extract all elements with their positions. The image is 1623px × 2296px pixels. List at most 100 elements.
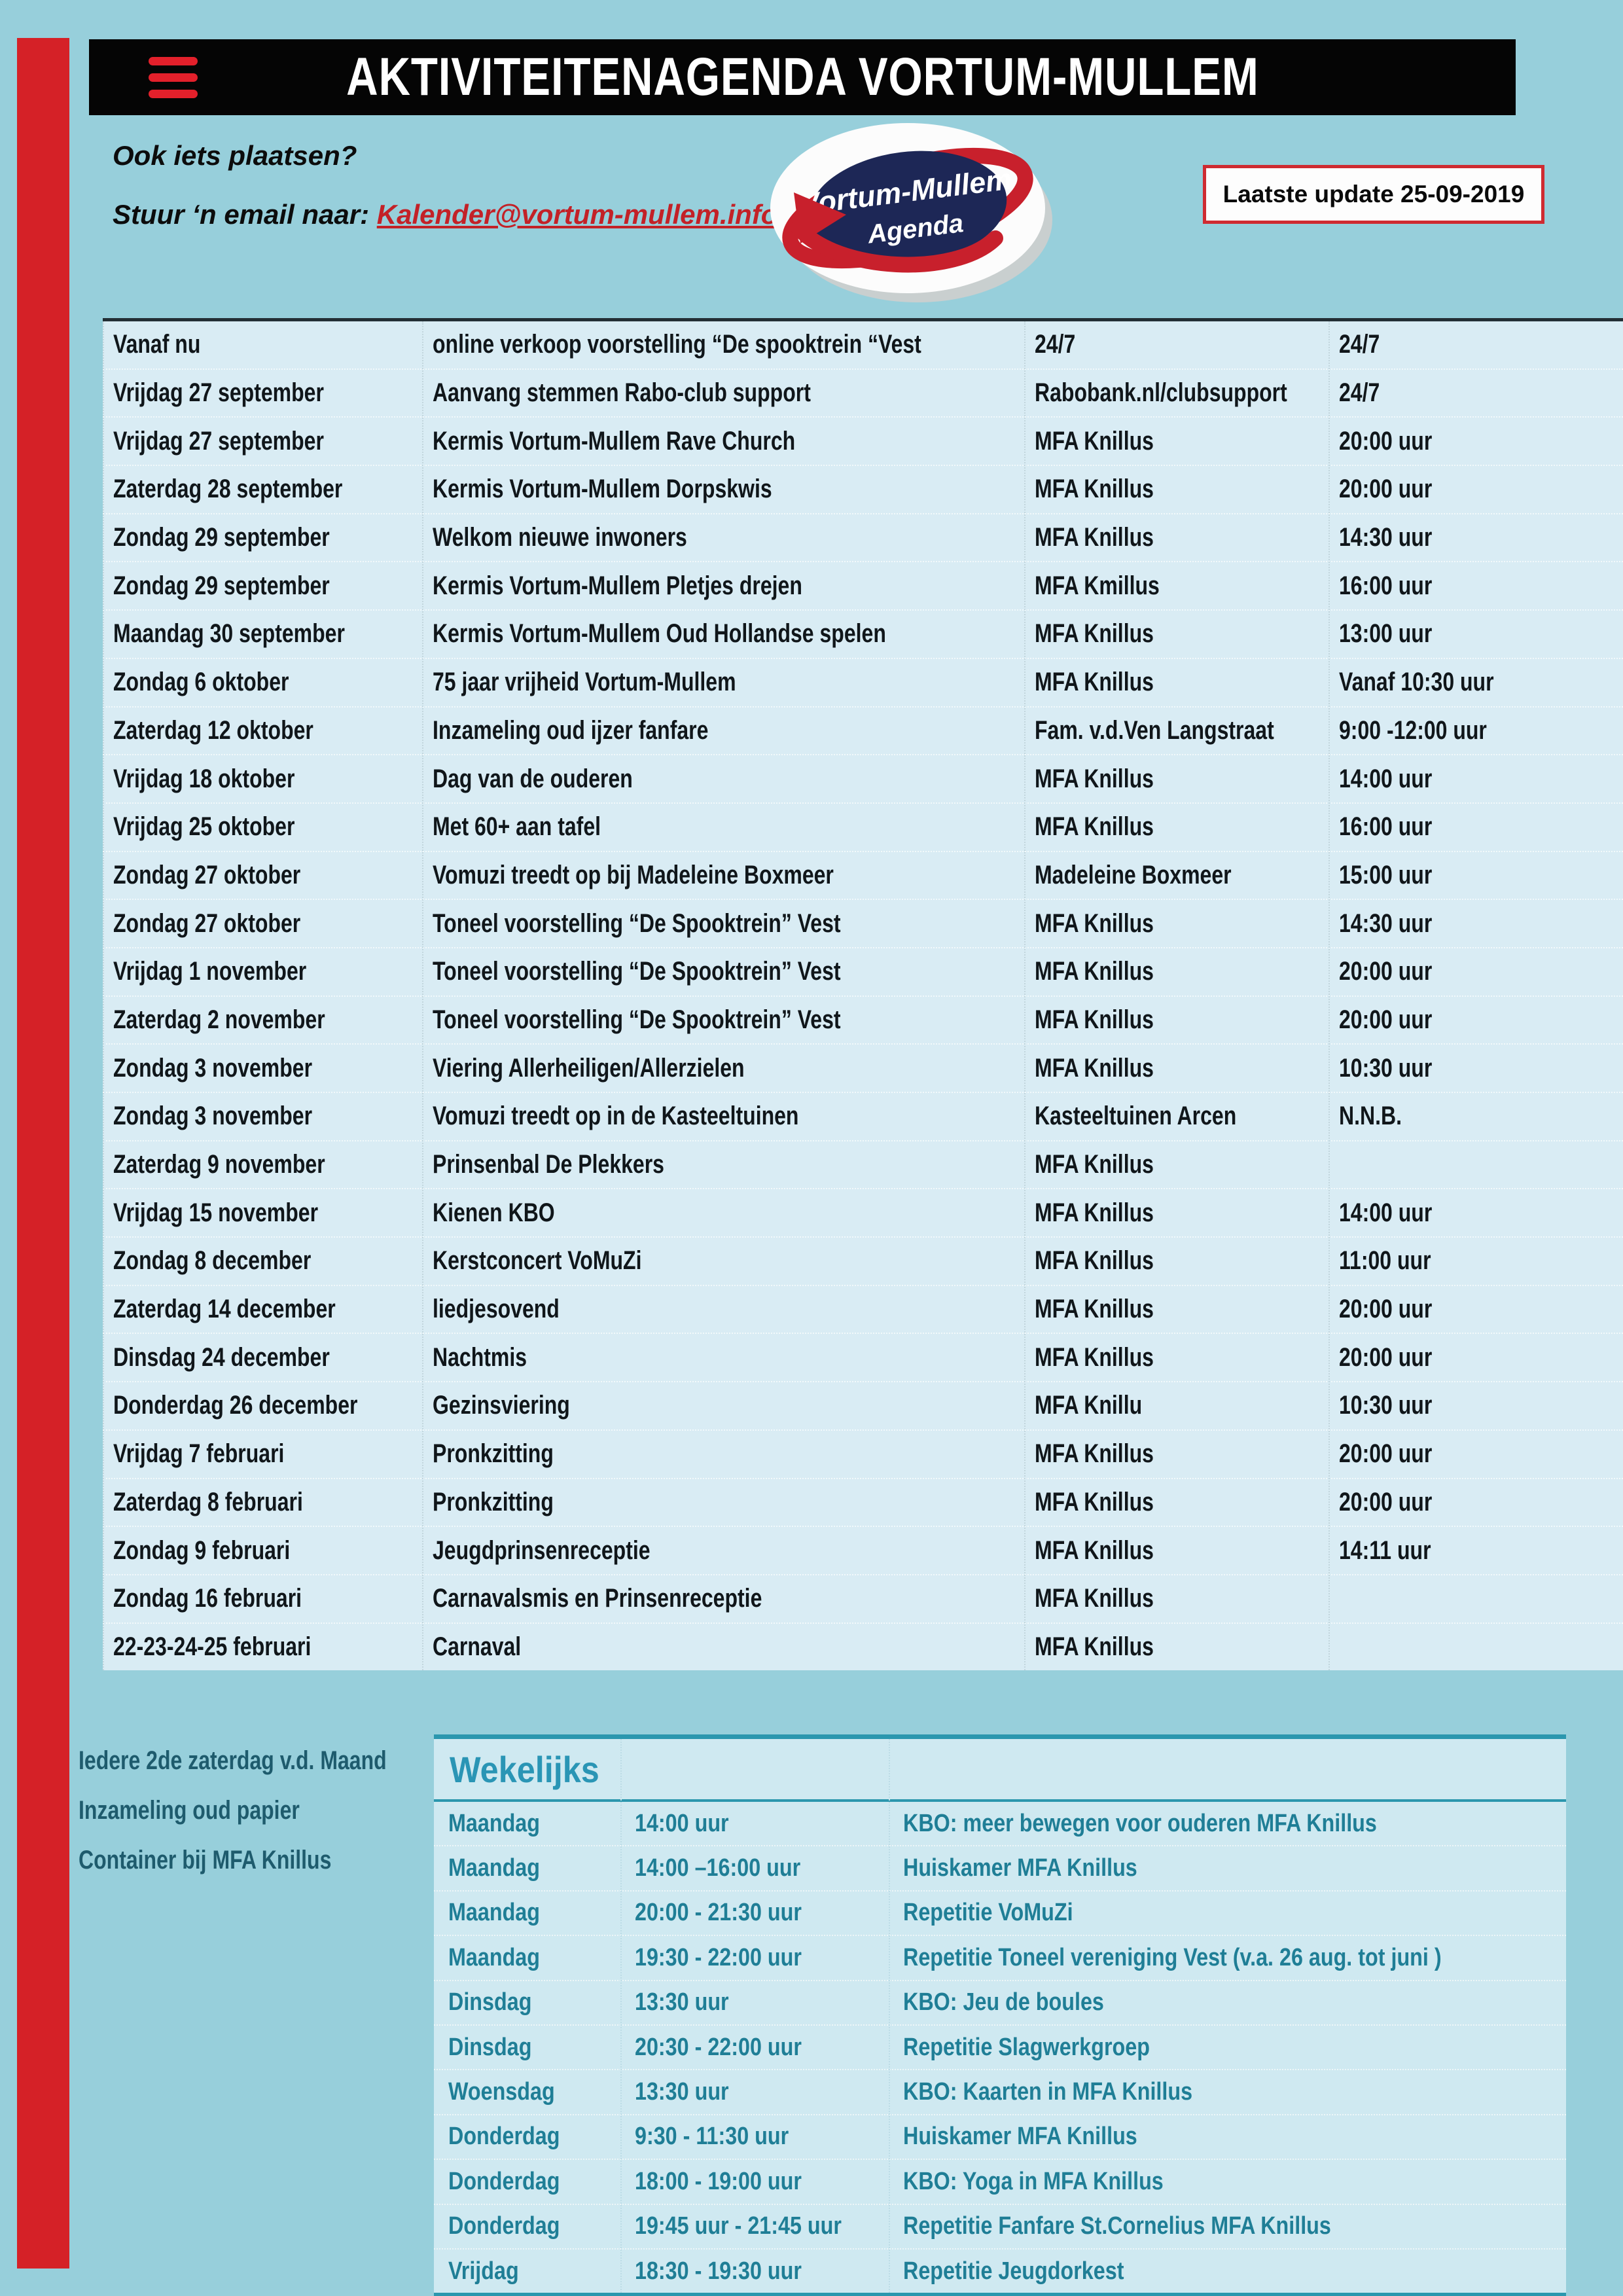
agenda-cell-location: MFA Knillus (1024, 1624, 1329, 1671)
weekly-activity: Repetitie Slagwerkgroep (903, 2033, 1150, 2061)
agenda-time: 20:00 uur (1339, 1342, 1433, 1372)
weekly-header: Wekelijks (434, 1739, 1566, 1799)
weekly-cell-activity: Repetitie Slagwerkgroep (889, 2026, 1566, 2069)
table-row: Zondag 3 november Vomuzi treedt op in de … (103, 1093, 1623, 1141)
agenda-cell-location: Rabobank.nl/clubsupport (1024, 370, 1329, 417)
table-row: Zaterdag 28 september Kermis Vortum-Mulle… (103, 466, 1623, 514)
table-row: Vanaf nu online verkoop voorstelling “De … (103, 321, 1623, 370)
agenda-event: Welkom nieuwe inwoners (433, 523, 687, 552)
agenda-cell-date: Zaterdag 28 september (103, 466, 422, 513)
table-row: Vrijdag 25 oktober Met 60+ aan tafel MFA K… (103, 804, 1623, 852)
email-link[interactable]: Kalender@vortum-mullem.info (376, 199, 778, 230)
weekly-row: Donderdag 19:45 uur - 21:45 uur Repetitie … (434, 2205, 1566, 2250)
agenda-date: Vrijdag 15 november (113, 1198, 319, 1227)
weekly-time: 14:00 –16:00 uur (635, 1854, 801, 1882)
agenda-cell-time (1329, 1141, 1623, 1189)
weekly-day: Donderdag (448, 2123, 560, 2151)
agenda-cell-time: 14:00 uur (1329, 755, 1623, 802)
page-title: AKTIVITEITENAGENDA VORTUM-MULLEM (346, 47, 1259, 107)
agenda-cell-date: Zondag 9 februari (103, 1527, 422, 1574)
table-row: Vrijdag 18 oktober Dag van de ouderen MFA … (103, 755, 1623, 804)
weekly-activity: Repetitie Fanfare St.Cornelius MFA Knill… (903, 2212, 1331, 2240)
agenda-cell-time: 20:00 uur (1329, 1479, 1623, 1526)
agenda-time: 11:00 uur (1339, 1246, 1431, 1276)
note-line: Inzameling oud papier (79, 1795, 300, 1825)
table-row: Zondag 9 februari Jeugdprinsenreceptie MFA… (103, 1527, 1623, 1575)
agenda-date: Vrijdag 7 februari (113, 1439, 285, 1469)
agenda-date: Vrijdag 25 oktober (113, 812, 295, 842)
agenda-date: Zaterdag 14 december (113, 1295, 336, 1324)
table-row: Dinsdag 24 december Nachtmis MFA Knillus 20… (103, 1334, 1623, 1383)
weekly-cell-time: 14:00 –16:00 uur (620, 1846, 889, 1890)
agenda-cell-time (1329, 1575, 1623, 1623)
agenda-event: Toneel voorstelling “De Spooktrein” Vest (433, 1005, 841, 1034)
logo-globe (808, 151, 1007, 266)
agenda-cell-date: Vrijdag 27 september (103, 370, 422, 417)
agenda-cell-time: 20:00 uur (1329, 948, 1623, 996)
agenda-date: Zondag 29 september (113, 571, 330, 600)
weekly-cell-day: Vrijdag (434, 2250, 620, 2293)
agenda-time: 13:00 uur (1339, 619, 1433, 649)
weekly-row: Woensdag 13:30 uur KBO: Kaarten in MFA Kni… (434, 2070, 1566, 2115)
logo-swoosh (791, 220, 1003, 273)
weekly-cell-day: Maandag (434, 1846, 620, 1890)
agenda-cell-event: Toneel voorstelling “De Spooktrein” Vest (422, 997, 1024, 1044)
agenda-location: MFA Knillus (1035, 475, 1154, 504)
agenda-date: Maandag 30 september (113, 619, 345, 649)
weekly-activity: Repetitie Jeugdorkest (903, 2257, 1124, 2285)
agenda-time: 20:00 uur (1339, 475, 1433, 504)
weekly-rows: Maandag 14:00 uur KBO: meer bewegen voor o… (434, 1802, 1566, 2293)
weekly-cell-time: 13:30 uur (620, 1981, 889, 2024)
agenda-cell-location: MFA Knillus (1024, 1238, 1329, 1285)
weekly-time: 18:00 - 19:00 uur (635, 2167, 802, 2195)
header-bar: AKTIVITEITENAGENDA VORTUM-MULLEM (89, 39, 1516, 115)
weekly-title: Wekelijks (450, 1748, 599, 1790)
agenda-cell-time: 14:30 uur (1329, 900, 1623, 947)
agenda-event: Kermis Vortum-Mullem Rave Church (433, 426, 796, 456)
weekly-activity: Repetitie VoMuZi (903, 1899, 1073, 1927)
agenda-cell-time: 20:00 uur (1329, 1334, 1623, 1381)
agenda-rows: Vanaf nu online verkoop voorstelling “De … (103, 321, 1623, 1670)
note-line: Iedere 2de zaterdag v.d. Maand (79, 1746, 387, 1775)
weekly-day: Woensdag (448, 2078, 555, 2106)
agenda-cell-event: Kermis Vortum-Mullem Oud Hollandse spele… (422, 611, 1024, 658)
agenda-date: Dinsdag 24 december (113, 1342, 330, 1372)
agenda-cell-location: MFA Knillus (1024, 948, 1329, 996)
weekly-cell-day: Maandag (434, 1892, 620, 1935)
weekly-cell-day: Donderdag (434, 2160, 620, 2203)
agenda-cell-date: Zondag 3 november (103, 1093, 422, 1140)
agenda-location: MFA Knillus (1035, 619, 1154, 649)
agenda-cell-event: Welkom nieuwe inwoners (422, 514, 1024, 562)
agenda-cell-date: Zondag 16 februari (103, 1575, 422, 1623)
agenda-cell-time: Vanaf 10:30 uur (1329, 659, 1623, 706)
agenda-cell-location: MFA Knillus (1024, 804, 1329, 851)
agenda-event: Vomuzi treedt op bij Madeleine Boxmeer (433, 860, 834, 889)
agenda-cell-event: Carnaval (422, 1624, 1024, 1671)
table-row: Zondag 8 december Kerstconcert VoMuZi MFA … (103, 1238, 1623, 1286)
weekly-day: Maandag (448, 1899, 540, 1927)
agenda-cell-location: MFA Knillus (1024, 1431, 1329, 1478)
agenda-cell-time: 14:30 uur (1329, 514, 1623, 562)
agenda-time: 16:00 uur (1339, 812, 1433, 842)
weekly-time: 18:30 - 19:30 uur (635, 2257, 802, 2285)
hamburger-menu-icon[interactable] (149, 57, 198, 98)
left-accent-stripe (17, 38, 69, 2269)
agenda-cell-time: 20:00 uur (1329, 418, 1623, 465)
agenda-location: MFA Knillus (1035, 957, 1154, 986)
weekly-cell-time: 18:00 - 19:00 uur (620, 2160, 889, 2203)
agenda-date: Zondag 16 februari (113, 1584, 302, 1613)
agenda-time: 20:00 uur (1339, 957, 1433, 986)
agenda-cell-event: Toneel voorstelling “De Spooktrein” Vest (422, 948, 1024, 996)
agenda-time: 14:30 uur (1339, 523, 1433, 552)
agenda-cell-date: Vrijdag 25 oktober (103, 804, 422, 851)
agenda-cell-event: Kermis Vortum-Mullem Dorpskwis (422, 466, 1024, 513)
agenda-cell-time: 10:30 uur (1329, 1382, 1623, 1429)
agenda-event: Pronkzitting (433, 1439, 554, 1469)
weekly-activity: Repetitie Toneel vereniging Vest (v.a. 2… (903, 1943, 1442, 1971)
weekly-row: Donderdag 9:30 - 11:30 uur Huiskamer MFA K… (434, 2115, 1566, 2161)
agenda-event: Kienen KBO (433, 1198, 555, 1227)
agenda-location: MFA Knillus (1035, 1439, 1154, 1469)
agenda-cell-date: Dinsdag 24 december (103, 1334, 422, 1381)
agenda-cell-location: MFA Knillus (1024, 900, 1329, 947)
table-row: Zondag 3 november Viering Allerheiligen/A… (103, 1045, 1623, 1093)
